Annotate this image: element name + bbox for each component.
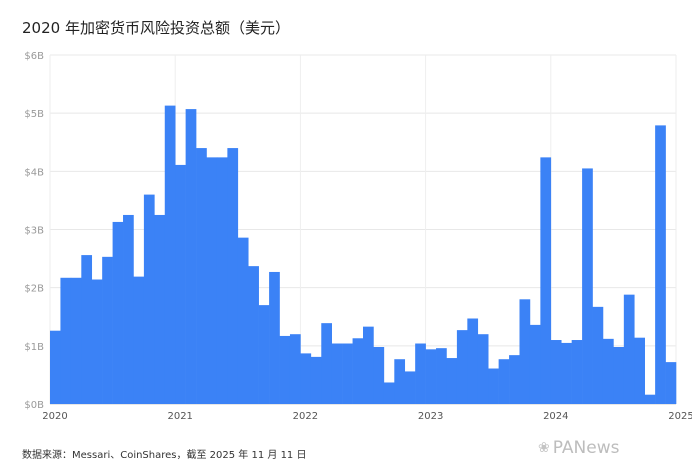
bar [300, 353, 312, 404]
bar [352, 338, 364, 404]
bars [50, 105, 677, 405]
bar [540, 157, 552, 404]
bar [477, 334, 489, 404]
bar [81, 255, 93, 404]
bar [571, 340, 583, 404]
x-tick-label: 2021 [167, 411, 192, 422]
bar [550, 340, 562, 404]
bar [70, 277, 82, 404]
bar [602, 338, 614, 404]
bar [342, 343, 353, 404]
bar [613, 347, 625, 404]
bar [394, 359, 406, 404]
bar [279, 335, 291, 404]
bar [91, 279, 103, 404]
bar [404, 371, 416, 404]
bar [310, 356, 322, 404]
x-tick-label: 2023 [418, 411, 443, 422]
bar [237, 237, 249, 404]
bar [248, 266, 259, 404]
bar [498, 359, 510, 404]
bar [519, 299, 531, 404]
bar [467, 318, 479, 404]
bar [446, 358, 458, 404]
bar [634, 337, 645, 404]
bar [436, 348, 447, 404]
bar [415, 343, 426, 404]
chart-title: 2020 年加密货币风险投资总额（美元） [22, 19, 290, 37]
y-tick-label: $3B [24, 226, 44, 237]
x-tick-label: 2022 [293, 411, 318, 422]
bar [373, 347, 385, 404]
bar [623, 294, 635, 404]
bar [665, 362, 677, 404]
bar [123, 214, 134, 404]
bar [655, 125, 666, 404]
bar [456, 330, 468, 404]
bar [592, 306, 604, 404]
y-tick-label: $4B [24, 167, 44, 178]
y-tick-label: $2B [24, 284, 44, 295]
bar [102, 256, 113, 404]
bar [289, 334, 301, 404]
bar [488, 368, 499, 404]
bar [60, 277, 72, 404]
bar [227, 148, 239, 404]
bar [321, 323, 332, 404]
x-tick-label: 2024 [543, 411, 568, 422]
bar [133, 276, 145, 404]
bar [331, 343, 343, 404]
x-axis-ticks: 2020 2021 2022 2023 2024 2025 [42, 411, 692, 422]
bar [425, 349, 437, 404]
y-tick-label: $0B [24, 400, 44, 411]
bar [216, 157, 228, 404]
x-tick-label: 2020 [42, 411, 67, 422]
y-tick-label: $6B [24, 51, 44, 62]
bar [164, 105, 176, 405]
bar [196, 148, 207, 404]
bar [529, 324, 541, 404]
bar [185, 109, 197, 404]
watermark-text: PANews [552, 438, 620, 458]
bar [206, 157, 218, 404]
data-source-note: 数据来源：Messari、CoinShares，截至 2025 年 11 月 1… [22, 450, 307, 461]
panews-watermark: ❀ PANews [538, 438, 619, 458]
bar [582, 168, 593, 404]
bar [509, 355, 520, 404]
bar [561, 342, 572, 404]
chat-bubble-icon: ❀ [538, 440, 550, 456]
y-tick-label: $1B [24, 342, 44, 353]
bar [363, 326, 374, 404]
bar [50, 330, 61, 404]
bar [644, 394, 656, 404]
bar [383, 382, 395, 404]
y-axis-ticks: $0B $1B $2B $3B $4B $5B $6B [24, 51, 44, 411]
y-tick-label: $5B [24, 109, 44, 120]
bar [258, 305, 270, 404]
bar [175, 164, 186, 404]
bar [154, 214, 166, 404]
x-tick-label: 2025 [668, 411, 692, 422]
bar [112, 221, 124, 404]
bar [143, 194, 155, 404]
bar [269, 271, 280, 404]
